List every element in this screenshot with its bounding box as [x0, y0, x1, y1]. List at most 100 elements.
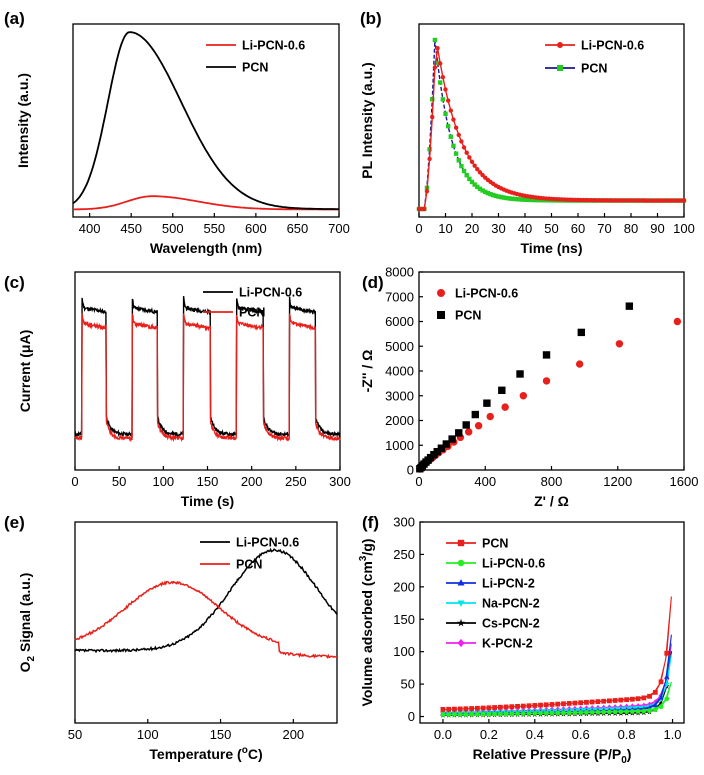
x-axis-title: Z' / Ω — [534, 493, 569, 509]
x-tick-label: 50 — [68, 727, 82, 742]
data-point — [475, 184, 480, 190]
data-point — [437, 289, 445, 297]
data-point — [457, 706, 463, 712]
y-tick-label: 3000 — [385, 388, 414, 403]
panel-label: (d) — [362, 273, 384, 292]
data-point — [520, 197, 525, 202]
data-point — [601, 698, 607, 704]
data-point — [491, 192, 496, 198]
y-tick-label: 150 — [393, 612, 415, 627]
legend-label: Li-PCN-0.6 — [455, 287, 518, 301]
data-point — [435, 46, 440, 51]
data-point — [451, 143, 456, 149]
panel-b: (b) 0 10 20 30 40 50 60 70 80 90 100 Time (ns) PL Int… — [359, 9, 695, 256]
data-point — [437, 311, 445, 319]
x-tick-label: 0 — [71, 474, 78, 489]
data-point — [474, 711, 480, 717]
data-point — [612, 698, 618, 703]
data-point — [652, 689, 658, 695]
data-point — [536, 197, 541, 203]
data-point — [555, 701, 561, 707]
y-tick-label: 250 — [393, 547, 415, 562]
data-point — [543, 702, 549, 708]
data-point — [664, 650, 670, 656]
data-point — [469, 706, 475, 711]
data-point — [471, 410, 480, 419]
y-tick-label: 1000 — [385, 438, 414, 453]
panel-label: (e) — [4, 513, 25, 532]
x-tick-label: 0 — [415, 474, 422, 489]
data-point — [433, 447, 441, 456]
data-point — [445, 123, 451, 129]
data-point — [525, 197, 530, 203]
data-point — [566, 701, 572, 706]
data-point — [578, 700, 584, 706]
legend-label: Cs-PCN-2 — [482, 617, 540, 631]
data-point — [509, 711, 515, 717]
data-point — [459, 139, 464, 144]
x-tick-label: 90 — [650, 221, 664, 236]
y-axis-title: O2 Signal (a.u.) — [17, 573, 37, 673]
data-point — [520, 703, 526, 709]
data-point — [584, 710, 589, 715]
legend-label: PCN — [482, 537, 508, 551]
data-point — [486, 412, 494, 421]
x-tick-label: 150 — [197, 474, 219, 489]
data-point — [469, 159, 475, 164]
x-tick-label: 0.4 — [526, 727, 544, 742]
data-point — [496, 194, 501, 199]
data-point — [526, 703, 532, 709]
data-point — [452, 706, 457, 712]
data-point — [520, 711, 526, 716]
data-point — [555, 710, 561, 716]
x-tick-label: 70 — [597, 221, 611, 236]
data-point — [561, 701, 566, 707]
data-point — [469, 711, 475, 717]
panel-f: (f) 0.0 0.2 0.4 0.6 0.8 1.0 0 50 100 150 200 250 300 R… — [358, 513, 685, 766]
data-point — [440, 74, 446, 80]
data-point — [456, 158, 461, 163]
data-point — [664, 682, 670, 688]
data-point — [615, 340, 624, 348]
x-tick-label: 40 — [518, 221, 532, 236]
data-point — [440, 97, 446, 102]
data-point — [528, 197, 533, 203]
data-point — [514, 196, 520, 202]
series-line — [72, 31, 339, 210]
x-tick-label: 250 — [285, 474, 307, 489]
data-point — [430, 97, 435, 102]
data-point — [526, 711, 532, 716]
data-point — [461, 145, 467, 150]
data-point — [647, 693, 652, 699]
x-tick-label: 80 — [624, 221, 638, 236]
series-line — [74, 547, 338, 654]
plot-frame — [74, 271, 341, 471]
data-point — [557, 65, 563, 71]
data-point — [485, 190, 491, 196]
x-tick-label: 1.0 — [663, 727, 681, 742]
data-point — [448, 108, 453, 113]
x-tick-label: 650 — [287, 221, 309, 236]
data-point — [480, 711, 486, 717]
data-point — [575, 360, 584, 368]
x-tick-label: 400 — [79, 221, 101, 236]
data-point — [474, 421, 483, 430]
data-point — [624, 709, 630, 715]
x-tick-label: 550 — [203, 221, 225, 236]
data-point — [457, 600, 465, 607]
data-point — [658, 694, 664, 700]
data-point — [635, 708, 641, 714]
data-point — [618, 697, 624, 703]
data-point — [477, 186, 483, 192]
y-axis-title: Volume adsorbed (cm3/g) — [358, 539, 375, 707]
data-point — [673, 317, 682, 326]
data-point — [493, 193, 499, 199]
x-tick-label: 60 — [571, 221, 585, 236]
plot-frame — [419, 521, 685, 724]
data-point — [606, 698, 612, 704]
series-line — [74, 580, 338, 659]
data-point — [612, 709, 618, 715]
data-point — [451, 117, 456, 122]
x-tick-label: 50 — [544, 221, 558, 236]
data-point — [464, 150, 469, 155]
